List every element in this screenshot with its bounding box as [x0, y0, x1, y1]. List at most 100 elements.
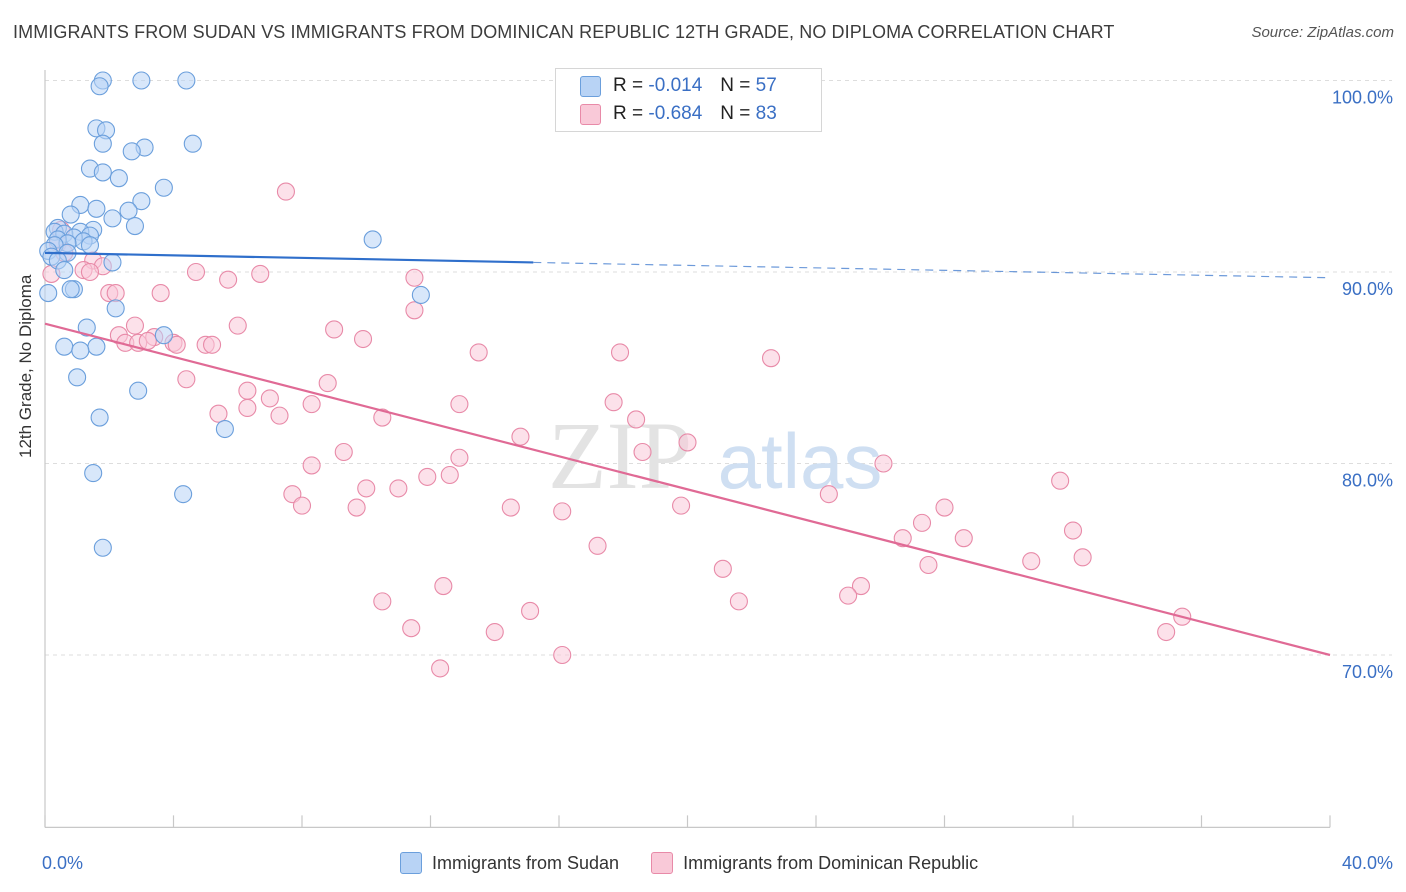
- dominican-republic-point: [238, 398, 257, 418]
- dominican-republic-point: [678, 433, 697, 452]
- sudan-point: [68, 368, 87, 387]
- dominican-republic-point: [553, 645, 572, 665]
- dominican-republic-point: [1051, 471, 1070, 490]
- dominican-republic-point: [405, 301, 424, 320]
- sudan-point: [132, 71, 151, 90]
- dominican-republic-point: [405, 268, 424, 287]
- legend-label-dominican-republic: Immigrants from Dominican Republic: [683, 852, 979, 873]
- sudan-point: [87, 199, 106, 218]
- sudan-point: [183, 134, 202, 153]
- dominican-republic-point: [604, 393, 623, 412]
- sudan-point: [71, 341, 90, 360]
- dominican-republic-point: [389, 479, 408, 498]
- sudan-point: [154, 326, 173, 345]
- y-tick-label: 100.0%: [1332, 88, 1393, 108]
- dominican-republic-point: [874, 454, 893, 473]
- legend-n-value: 57: [755, 75, 777, 96]
- sudan-point: [55, 261, 74, 280]
- legend-r-label: R =: [613, 75, 644, 96]
- sudan-point: [90, 408, 109, 427]
- dominican-republic-point: [919, 555, 938, 575]
- chart-title: IMMIGRANTS FROM SUDAN VS IMMIGRANTS FROM…: [13, 22, 1115, 42]
- sudan-point: [103, 209, 122, 228]
- dominican-republic-point: [440, 465, 459, 485]
- sudan-point: [87, 337, 106, 356]
- correlation-legend: R = -0.014 N = 57 R = -0.684 N = 83: [555, 68, 822, 132]
- dominican-republic-point: [347, 498, 366, 517]
- sudan-point: [39, 284, 58, 303]
- x-tick-label-max: 40.0%: [1342, 853, 1393, 873]
- legend-item-sudan: Immigrants from Sudan: [400, 852, 619, 874]
- sudan-point: [90, 77, 109, 96]
- dominican-republic-point: [610, 343, 630, 362]
- dominican-republic-point: [318, 374, 337, 393]
- dominican-republic-point: [373, 408, 392, 427]
- legend-item-dominican-republic: Immigrants from Dominican Republic: [651, 852, 978, 874]
- dominican-republic-point: [469, 343, 488, 362]
- dominican-republic-point: [373, 592, 392, 611]
- dominican-republic-point: [761, 349, 781, 368]
- dominican-republic-point: [219, 270, 238, 289]
- dominican-republic-point: [203, 335, 222, 354]
- dominican-republic-point: [819, 485, 838, 504]
- dominican-republic-point: [325, 320, 344, 339]
- sudan-point: [119, 201, 138, 220]
- dominican-republic-point: [260, 389, 279, 408]
- dominican-republic-point: [270, 406, 289, 425]
- dominican-republic-point: [1022, 552, 1041, 571]
- sudan-point: [61, 280, 80, 299]
- y-tick-label: 90.0%: [1342, 279, 1393, 299]
- dominican-republic-point: [334, 442, 353, 462]
- watermark-zip: ZIP: [548, 402, 692, 509]
- dominican-republic-point: [633, 442, 652, 462]
- sudan-point: [154, 178, 173, 197]
- dominican-republic-point: [912, 513, 932, 532]
- dominican-republic-point: [713, 559, 732, 578]
- sudan-trend-extension: [533, 261, 1331, 279]
- legend-row-dominican-republic: R = -0.684 N = 83: [580, 101, 777, 127]
- sudan-point: [93, 134, 112, 153]
- dominican-republic-point: [353, 329, 373, 349]
- dominican-republic-point: [228, 316, 247, 335]
- sudan-point: [363, 230, 382, 249]
- dominican-republic-point: [402, 619, 421, 638]
- sudan-point: [80, 236, 100, 255]
- axes: [44, 70, 1331, 828]
- dominican-republic-point: [302, 395, 321, 414]
- watermark-atlas: atlas: [718, 417, 883, 505]
- sudan-point: [106, 299, 125, 318]
- dominican-republic-point: [893, 529, 912, 548]
- dominican-republic-point: [627, 410, 646, 429]
- legend-r-label: R =: [613, 103, 644, 124]
- gridlines: [45, 80, 1392, 656]
- dominican-republic-point: [1157, 622, 1176, 642]
- dominican-republic-point: [292, 496, 312, 515]
- dominican-republic-point: [125, 316, 144, 335]
- dominican-republic-point: [238, 381, 257, 400]
- dominican-republic-point: [209, 404, 228, 423]
- dominican-republic-point: [186, 262, 206, 282]
- trend-lines: [44, 251, 1331, 657]
- dominican-republic-point: [106, 284, 125, 303]
- dominican-republic-point: [954, 529, 973, 548]
- sudan-point: [411, 285, 430, 305]
- dominican-republic-point: [357, 479, 376, 498]
- dominican-republic-point: [511, 427, 530, 446]
- dominican-republic-point: [521, 601, 540, 621]
- sudan-point: [77, 318, 96, 337]
- dominican-republic-point: [501, 498, 520, 517]
- dominican-republic-point: [1073, 548, 1092, 567]
- dominican-republic-point: [588, 536, 607, 555]
- dominican-republic-point: [1063, 521, 1083, 540]
- dominican-republic-point: [839, 586, 858, 605]
- sudan-point: [93, 538, 112, 557]
- sudan-point: [93, 163, 112, 182]
- dominican-republic-point: [276, 182, 295, 201]
- sudan-point: [174, 485, 193, 504]
- dominican-republic-point: [80, 262, 100, 282]
- sudan-point: [177, 71, 196, 90]
- dominican-republic-point: [167, 335, 186, 354]
- dominican-republic-point: [729, 592, 748, 611]
- sudan-point: [55, 337, 74, 356]
- legend-label-sudan: Immigrants from Sudan: [432, 852, 620, 873]
